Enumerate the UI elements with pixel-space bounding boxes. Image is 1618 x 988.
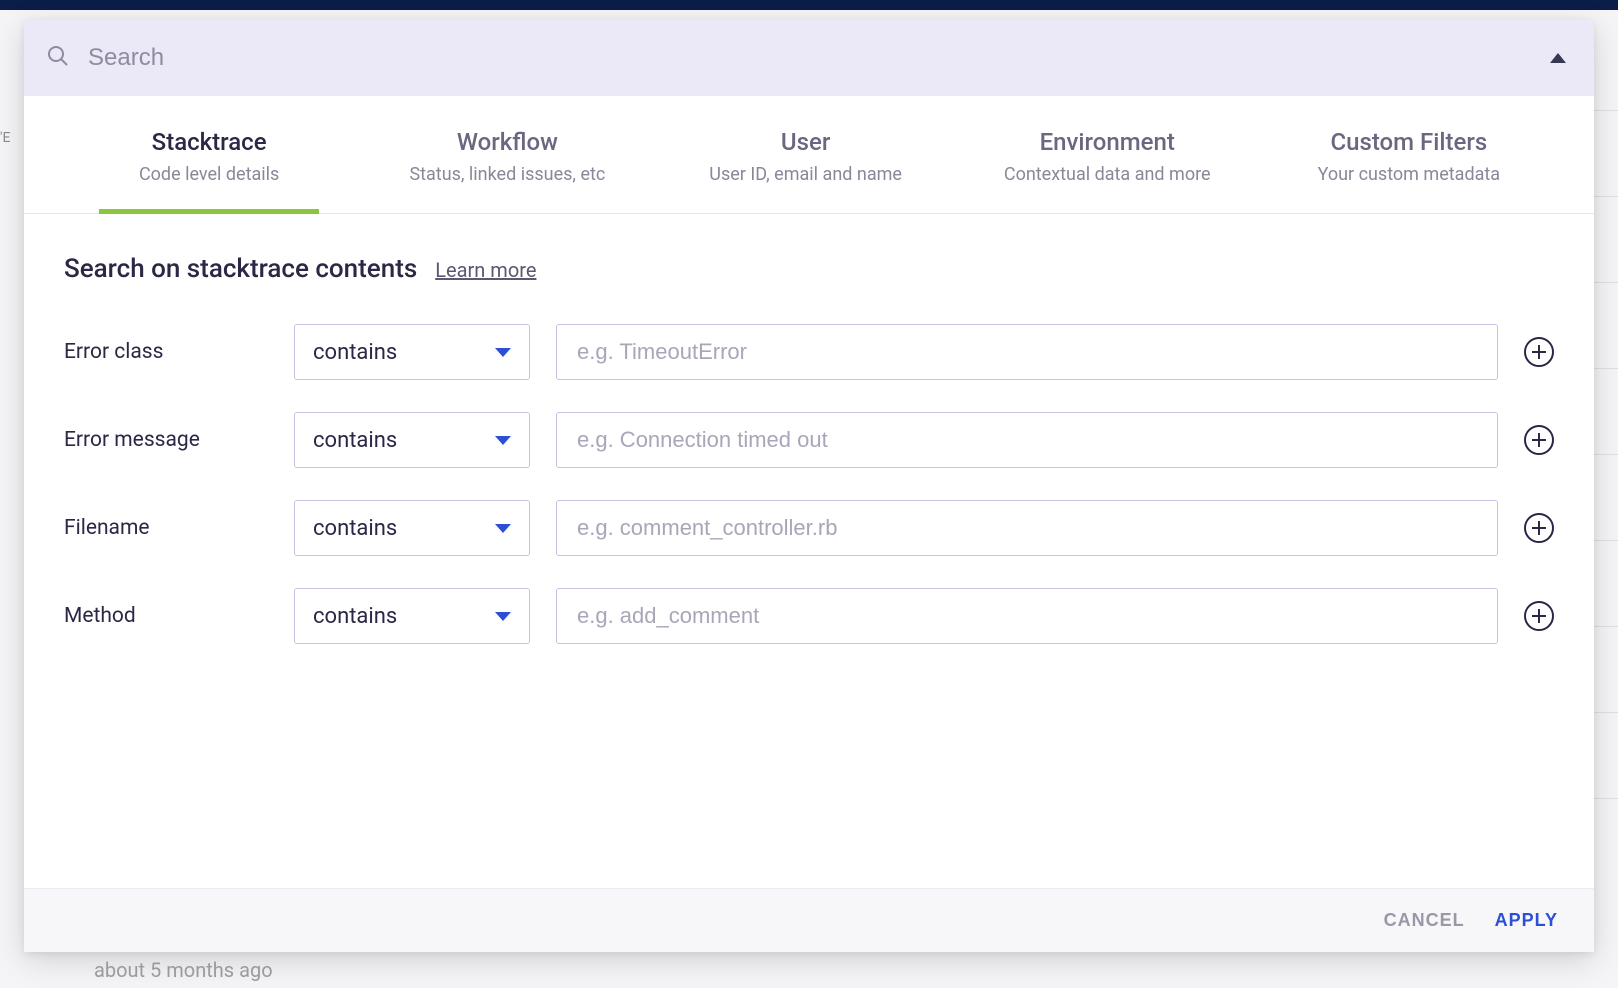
stacktrace-content: Search on stacktrace contents Learn more… — [24, 214, 1594, 888]
tab-subtitle: Code level details — [109, 164, 309, 185]
tab-subtitle: User ID, email and name — [706, 164, 906, 185]
tab-title: Environment — [1004, 128, 1211, 156]
filter-value-input[interactable] — [556, 588, 1498, 644]
tab-title: Custom Filters — [1309, 128, 1509, 156]
tab-environment[interactable]: Environment Contextual data and more — [994, 108, 1221, 213]
filter-value-input[interactable] — [556, 500, 1498, 556]
chevron-down-icon — [495, 436, 511, 445]
tab-title: Stacktrace — [109, 128, 309, 156]
operator-value: contains — [313, 516, 397, 541]
operator-select[interactable]: contains — [294, 500, 530, 556]
filter-value-input[interactable] — [556, 412, 1498, 468]
cancel-button[interactable]: CANCEL — [1384, 910, 1465, 931]
apply-button[interactable]: APPLY — [1495, 910, 1558, 931]
filter-row-filename: Filename contains — [64, 500, 1554, 556]
search-input[interactable] — [88, 44, 1532, 72]
tab-stacktrace[interactable]: Stacktrace Code level details — [99, 108, 319, 213]
chevron-down-icon — [495, 612, 511, 621]
filter-row-error-class: Error class contains — [64, 324, 1554, 380]
background-left-fragment: 'E — [0, 130, 12, 146]
search-icon — [46, 44, 70, 72]
add-filter-button[interactable] — [1524, 601, 1554, 631]
filter-label: Error class — [64, 340, 294, 364]
section-header: Search on stacktrace contents Learn more — [64, 254, 1554, 284]
background-timestamp: about 5 months ago — [94, 958, 273, 982]
filter-value-input[interactable] — [556, 324, 1498, 380]
chevron-down-icon — [495, 524, 511, 533]
add-filter-button[interactable] — [1524, 337, 1554, 367]
operator-value: contains — [313, 604, 397, 629]
operator-select[interactable]: contains — [294, 324, 530, 380]
add-filter-button[interactable] — [1524, 425, 1554, 455]
operator-value: contains — [313, 340, 397, 365]
app-top-bar — [0, 0, 1618, 10]
filter-label: Filename — [64, 516, 294, 540]
filter-label: Method — [64, 604, 294, 628]
operator-select[interactable]: contains — [294, 588, 530, 644]
learn-more-link[interactable]: Learn more — [435, 258, 536, 282]
search-bar — [24, 20, 1594, 96]
operator-value: contains — [313, 428, 397, 453]
search-filter-modal: Stacktrace Code level details Workflow S… — [24, 20, 1594, 952]
tab-subtitle: Your custom metadata — [1309, 164, 1509, 185]
tab-user[interactable]: User User ID, email and name — [696, 108, 916, 213]
collapse-icon[interactable] — [1550, 53, 1566, 63]
filter-label: Error message — [64, 428, 294, 452]
tab-title: Workflow — [407, 128, 607, 156]
background-list-lines — [1594, 110, 1618, 884]
operator-select[interactable]: contains — [294, 412, 530, 468]
add-filter-button[interactable] — [1524, 513, 1554, 543]
filter-row-error-message: Error message contains — [64, 412, 1554, 468]
tab-title: User — [706, 128, 906, 156]
section-title: Search on stacktrace contents — [64, 254, 417, 284]
filter-row-method: Method contains — [64, 588, 1554, 644]
tab-workflow[interactable]: Workflow Status, linked issues, etc — [397, 108, 617, 213]
tab-subtitle: Contextual data and more — [1004, 164, 1211, 185]
chevron-down-icon — [495, 348, 511, 357]
modal-footer: CANCEL APPLY — [24, 888, 1594, 952]
tab-subtitle: Status, linked issues, etc — [407, 164, 607, 185]
filter-tabs: Stacktrace Code level details Workflow S… — [24, 96, 1594, 214]
tab-custom-filters[interactable]: Custom Filters Your custom metadata — [1299, 108, 1519, 213]
